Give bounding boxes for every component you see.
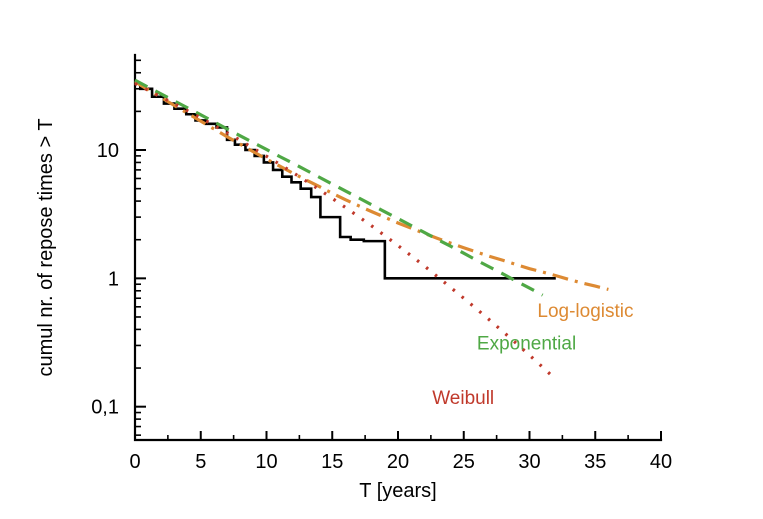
y-tick-label: 1 [108,268,119,290]
y-tick-label: 0,1 [91,397,119,419]
x-tick-label: 0 [129,451,140,473]
x-tick-label: 10 [255,451,277,473]
weibull-label: Weibull [432,388,494,409]
x-tick-label: 30 [518,451,540,473]
x-tick-label: 15 [321,451,343,473]
x-tick-label: 20 [387,451,409,473]
series-exponential-fit [134,78,544,297]
x-tick-label: 35 [584,451,606,473]
y-axis-title: cumul nr. of repose times > T [35,118,57,376]
x-tick-label: 40 [650,451,672,473]
exponential-label: Exponential [477,333,576,354]
y-tick-label: 10 [97,140,119,162]
x-axis-title: T [years] [359,480,436,502]
series-log-logistic-fit [134,80,609,291]
x-tick-label: 5 [195,451,206,473]
x-tick-label: 25 [453,451,475,473]
log-logistic-label: Log-logistic [537,301,633,322]
